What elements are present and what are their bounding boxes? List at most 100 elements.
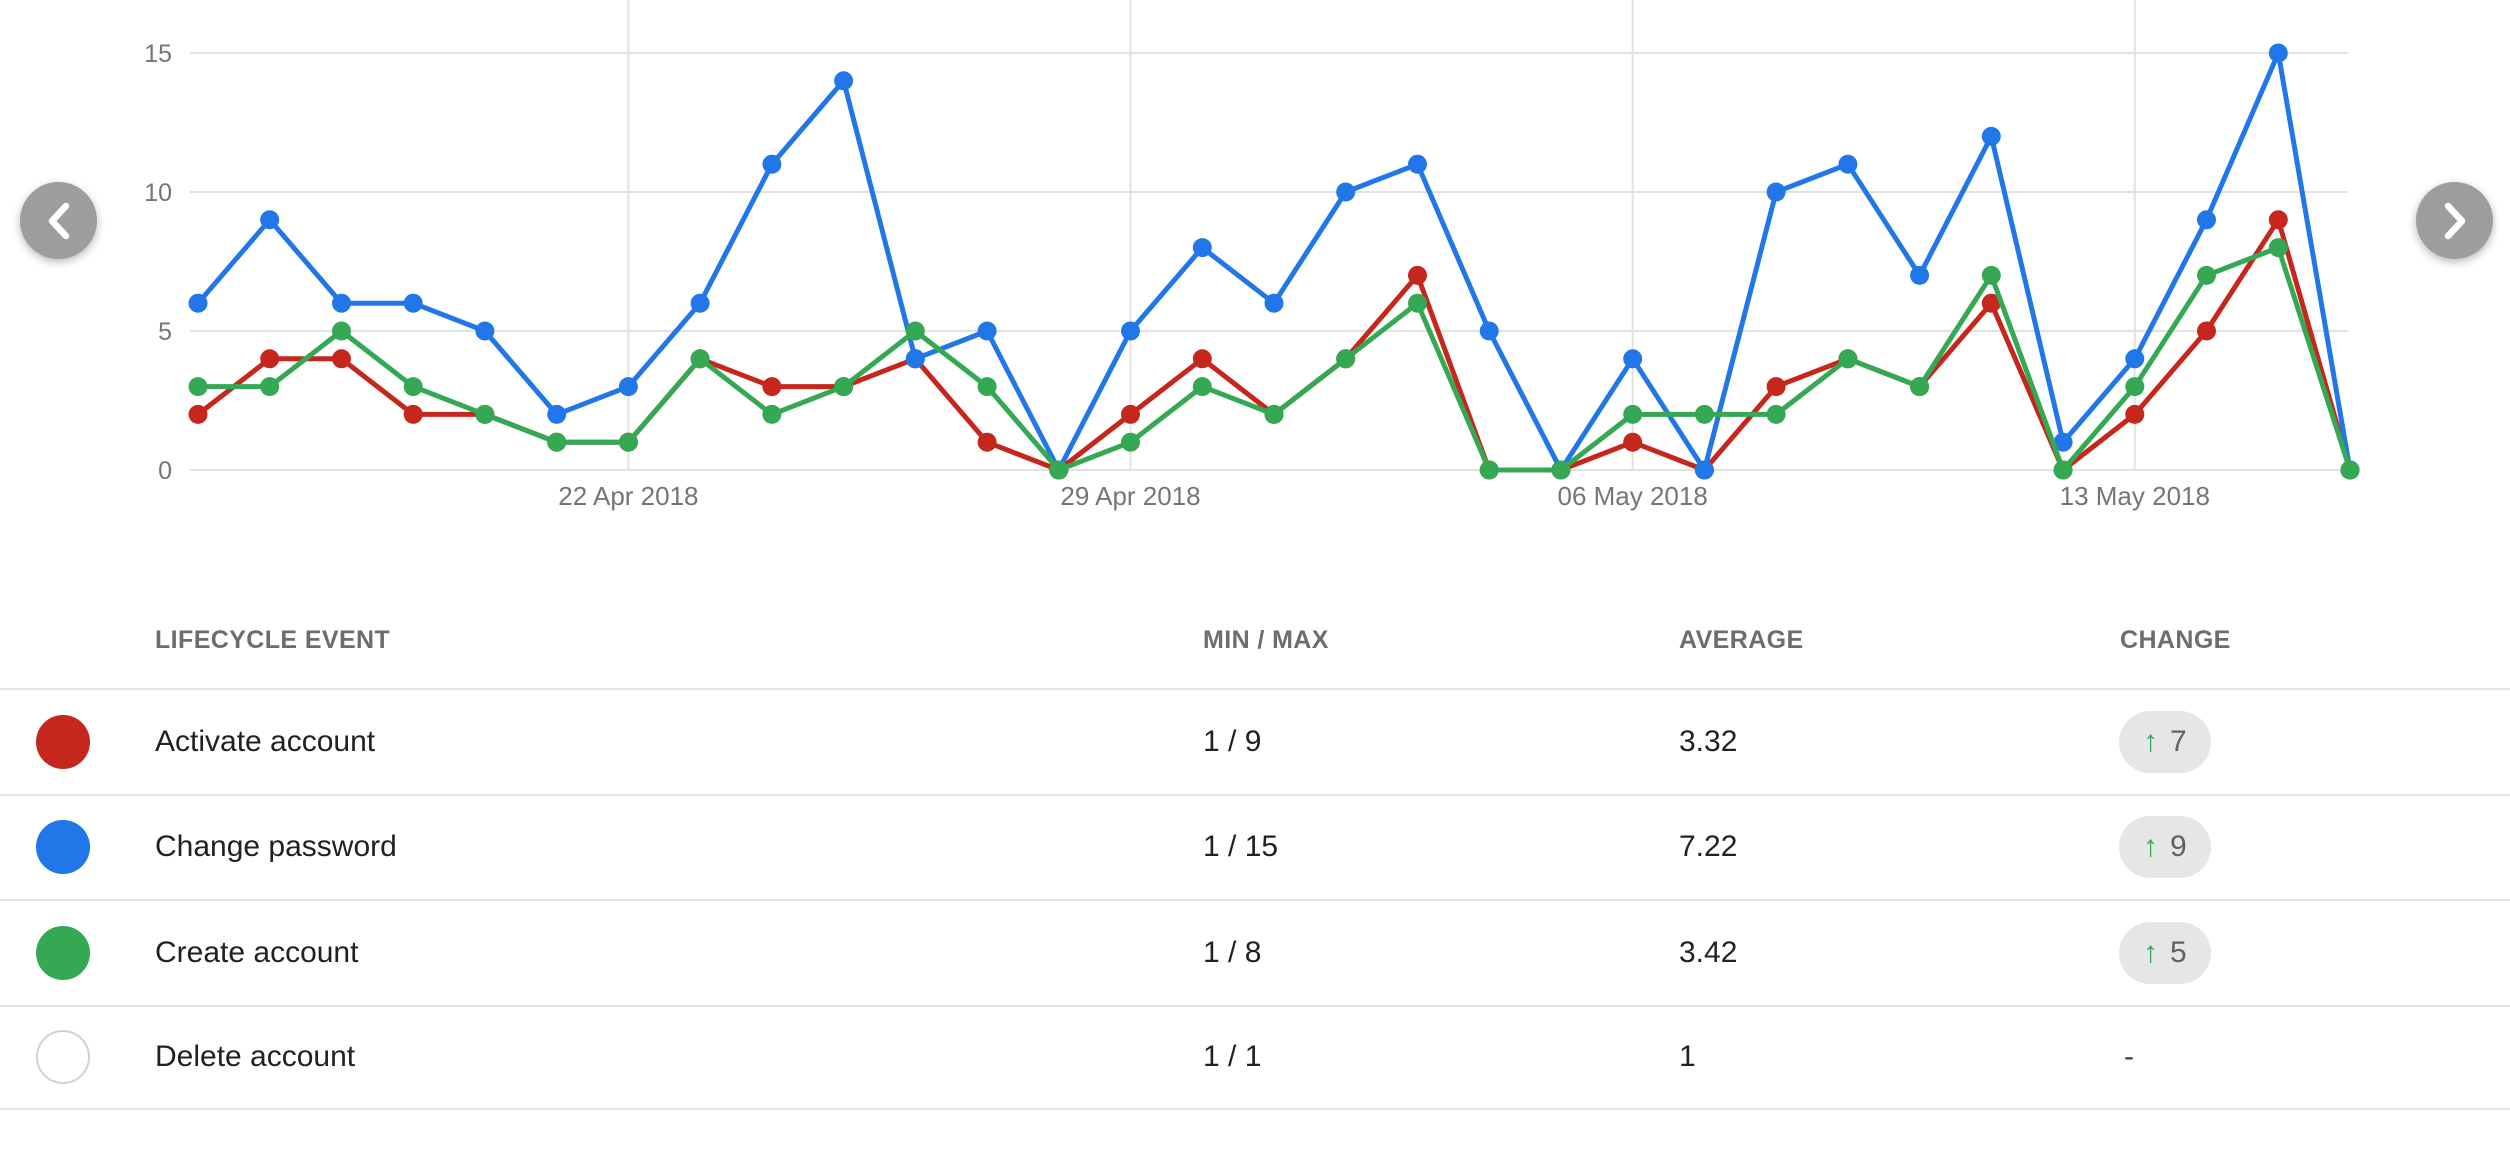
y-axis-tick-label: 15 <box>144 40 172 68</box>
data-point-create-account[interactable] <box>1049 460 1069 480</box>
data-point-create-account[interactable] <box>2125 377 2145 397</box>
data-point-create-account[interactable] <box>260 377 280 397</box>
change-badge: ↑ 9 <box>2119 816 2211 879</box>
data-point-change-password[interactable] <box>2268 43 2288 63</box>
data-point-create-account[interactable] <box>834 377 854 397</box>
header-lifecycle-event: LIFECYCLE EVENT <box>155 626 391 654</box>
data-point-create-account[interactable] <box>977 377 997 397</box>
up-arrow-icon: ↑ <box>2143 830 2158 864</box>
lifecycle-table: LIFECYCLE EVENT MIN / MAX AVERAGE CHANGE Ac… <box>0 610 2510 1110</box>
data-point-change-password[interactable] <box>1336 182 1356 202</box>
data-point-activate-account[interactable] <box>1766 377 1786 397</box>
data-point-change-password[interactable] <box>762 154 782 174</box>
data-point-change-password[interactable] <box>1838 154 1858 174</box>
data-point-create-account[interactable] <box>1766 404 1786 424</box>
x-axis-tick-label: 06 May 2018 <box>1557 481 1707 511</box>
data-point-change-password[interactable] <box>260 210 280 230</box>
data-point-change-password[interactable] <box>1264 293 1284 313</box>
data-point-change-password[interactable] <box>977 321 997 341</box>
data-point-create-account[interactable] <box>690 349 710 369</box>
data-point-create-account[interactable] <box>403 377 423 397</box>
min-max-value: 1 / 8 <box>1203 935 1262 969</box>
data-point-create-account[interactable] <box>762 404 782 424</box>
data-point-change-password[interactable] <box>2125 349 2145 369</box>
data-point-create-account[interactable] <box>1479 460 1499 480</box>
data-point-change-password[interactable] <box>475 321 495 341</box>
table-row: Delete account 1 / 1 1 - <box>0 1004 2510 1110</box>
data-point-create-account[interactable] <box>905 321 925 341</box>
data-point-activate-account[interactable] <box>2125 404 2145 424</box>
min-max-value: 1 / 15 <box>1203 830 1279 864</box>
data-point-change-password[interactable] <box>834 71 854 91</box>
up-arrow-icon: ↑ <box>2143 724 2158 758</box>
data-point-create-account[interactable] <box>1551 460 1571 480</box>
data-point-activate-account[interactable] <box>188 404 208 424</box>
table-row: Create account 1 / 8 3.42 ↑ 5 <box>0 899 2510 1005</box>
lifecycle-line-chart: 15 10 5 0 22 Apr 2018 29 Apr 2018 06 May 2018 1… <box>144 0 2360 511</box>
data-point-change-password[interactable] <box>1408 154 1427 174</box>
data-point-create-account[interactable] <box>1121 432 1140 452</box>
data-point-create-account[interactable] <box>547 432 567 452</box>
y-axis-tick-label: 10 <box>144 179 172 207</box>
data-point-activate-account[interactable] <box>1623 432 1643 452</box>
up-arrow-icon: ↑ <box>2143 935 2158 969</box>
data-point-create-account[interactable] <box>2053 460 2073 480</box>
data-point-change-password[interactable] <box>332 293 351 313</box>
data-point-activate-account[interactable] <box>977 432 997 452</box>
data-point-create-account[interactable] <box>618 432 638 452</box>
average-value: 3.42 <box>1679 935 1738 969</box>
data-point-change-password[interactable] <box>1192 238 1212 258</box>
carousel-next-button[interactable] <box>2416 182 2493 259</box>
data-point-create-account[interactable] <box>1264 404 1284 424</box>
data-point-activate-account[interactable] <box>2268 210 2288 230</box>
data-point-create-account[interactable] <box>1910 377 1930 397</box>
data-point-change-password[interactable] <box>1766 182 1786 202</box>
data-point-create-account[interactable] <box>1838 349 1858 369</box>
data-point-create-account[interactable] <box>188 377 208 397</box>
data-point-change-password[interactable] <box>618 377 638 397</box>
data-point-activate-account[interactable] <box>1192 349 1212 369</box>
data-point-change-password[interactable] <box>1910 265 1930 285</box>
data-point-create-account[interactable] <box>1694 404 1714 424</box>
change-value: 9 <box>2170 830 2187 864</box>
data-point-change-password[interactable] <box>1694 460 1714 480</box>
carousel-prev-button[interactable] <box>20 182 97 259</box>
x-axis-tick-label: 29 Apr 2018 <box>1060 481 1200 511</box>
data-point-activate-account[interactable] <box>332 349 351 369</box>
data-point-create-account[interactable] <box>1408 293 1427 313</box>
data-point-activate-account[interactable] <box>762 377 782 397</box>
data-point-create-account[interactable] <box>1981 265 2001 285</box>
data-point-create-account[interactable] <box>2268 238 2288 258</box>
header-min-max: MIN / MAX <box>1203 626 1329 654</box>
data-point-change-password[interactable] <box>2197 210 2216 230</box>
data-point-activate-account[interactable] <box>1981 293 2001 313</box>
data-point-activate-account[interactable] <box>1408 265 1427 285</box>
data-point-change-password[interactable] <box>1121 321 1140 341</box>
average-value: 1 <box>1679 1040 1696 1074</box>
data-point-activate-account[interactable] <box>260 349 280 369</box>
change-badge: ↑ 5 <box>2119 921 2211 984</box>
data-point-activate-account[interactable] <box>403 404 423 424</box>
data-point-change-password[interactable] <box>1981 126 2001 146</box>
data-point-create-account[interactable] <box>475 404 495 424</box>
data-point-change-password[interactable] <box>690 293 710 313</box>
header-average: AVERAGE <box>1679 626 1804 654</box>
data-point-create-account[interactable] <box>1336 349 1356 369</box>
change-value: 5 <box>2170 935 2187 969</box>
data-point-create-account[interactable] <box>332 321 351 341</box>
data-point-create-account[interactable] <box>2197 265 2216 285</box>
change-badge: ↑ 7 <box>2119 710 2211 773</box>
data-point-change-password[interactable] <box>1623 349 1643 369</box>
data-point-activate-account[interactable] <box>2197 321 2216 341</box>
data-point-change-password[interactable] <box>2053 432 2073 452</box>
data-point-create-account[interactable] <box>1623 404 1643 424</box>
data-point-change-password[interactable] <box>188 293 208 313</box>
data-point-change-password[interactable] <box>403 293 423 313</box>
data-point-change-password[interactable] <box>1479 321 1499 341</box>
data-point-change-password[interactable] <box>547 404 567 424</box>
data-point-create-account[interactable] <box>2340 460 2360 480</box>
data-point-activate-account[interactable] <box>1121 404 1140 424</box>
lifecycle-event-label: Delete account <box>155 1040 356 1074</box>
data-point-create-account[interactable] <box>1192 377 1212 397</box>
data-point-change-password[interactable] <box>905 349 925 369</box>
